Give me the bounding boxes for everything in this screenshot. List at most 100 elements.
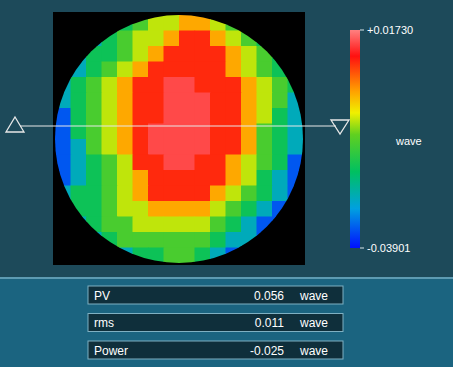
cell [241,108,257,124]
cell [117,232,133,248]
cell [148,139,164,155]
cell [257,232,273,248]
cell [164,217,180,233]
cell [86,232,102,248]
surface-map [55,15,304,264]
readout-value: -0.025 [250,344,284,358]
cell [241,93,257,109]
cell [117,248,133,264]
cell [148,201,164,217]
cell [133,201,149,217]
cell [210,186,226,202]
cell [55,155,71,171]
cell [164,186,180,202]
cell [179,232,195,248]
cell [272,108,288,124]
cell [148,15,164,31]
cell [226,186,242,202]
readout-box [88,314,343,332]
readout-box [88,341,343,359]
cell [179,62,195,78]
cell [164,139,180,155]
cell [71,62,87,78]
cell [133,46,149,62]
cell [195,232,211,248]
cell [241,31,257,47]
cell [55,93,71,109]
cell [133,108,149,124]
cell [241,170,257,186]
cell [257,139,273,155]
cell [148,248,164,264]
bottom-panel [0,278,453,367]
cell [86,155,102,171]
cell [272,186,288,202]
cell [148,46,164,62]
cell [257,155,273,171]
cell [55,62,71,78]
cell [288,186,304,202]
map-background [53,12,305,265]
cell [210,15,226,31]
cell [55,139,71,155]
cell [164,201,180,217]
cell [148,31,164,47]
cell [179,186,195,202]
colorbar-tick-label: +0.01730 [367,24,413,36]
cell [102,46,118,62]
cell [226,217,242,233]
cell [86,108,102,124]
cell [179,77,195,93]
cell [71,93,87,109]
cell [102,93,118,109]
cell [117,15,133,31]
profile-start-marker [6,117,24,132]
cell [179,46,195,62]
cell [241,232,257,248]
cell [71,201,87,217]
cell [86,201,102,217]
cell [71,46,87,62]
cell [210,93,226,109]
cell [288,155,304,171]
cell [210,217,226,233]
cell [257,108,273,124]
cell [210,77,226,93]
cell [195,155,211,171]
cell [226,232,242,248]
cell [117,108,133,124]
cell [257,201,273,217]
cell [272,62,288,78]
cell [133,139,149,155]
cell [257,186,273,202]
readout-box [88,286,343,304]
cell [241,139,257,155]
cell [210,170,226,186]
cell [179,93,195,109]
cell [102,155,118,171]
cell [86,46,102,62]
cell [102,62,118,78]
cell [133,15,149,31]
readout-label: PV [94,289,110,303]
cell [133,93,149,109]
cell [272,46,288,62]
cell [117,62,133,78]
cell [257,31,273,47]
cell [241,77,257,93]
cell [226,15,242,31]
cell [164,31,180,47]
cell [210,139,226,155]
cell [102,108,118,124]
cell [195,248,211,264]
cell [179,217,195,233]
cell [288,170,304,186]
screen: +0.01730-0.03901wavePV0.056waverms0.011w… [0,0,453,367]
cell [133,62,149,78]
cell [195,201,211,217]
cell [86,170,102,186]
cell [86,139,102,155]
cell [288,201,304,217]
cell [272,217,288,233]
cell [272,139,288,155]
